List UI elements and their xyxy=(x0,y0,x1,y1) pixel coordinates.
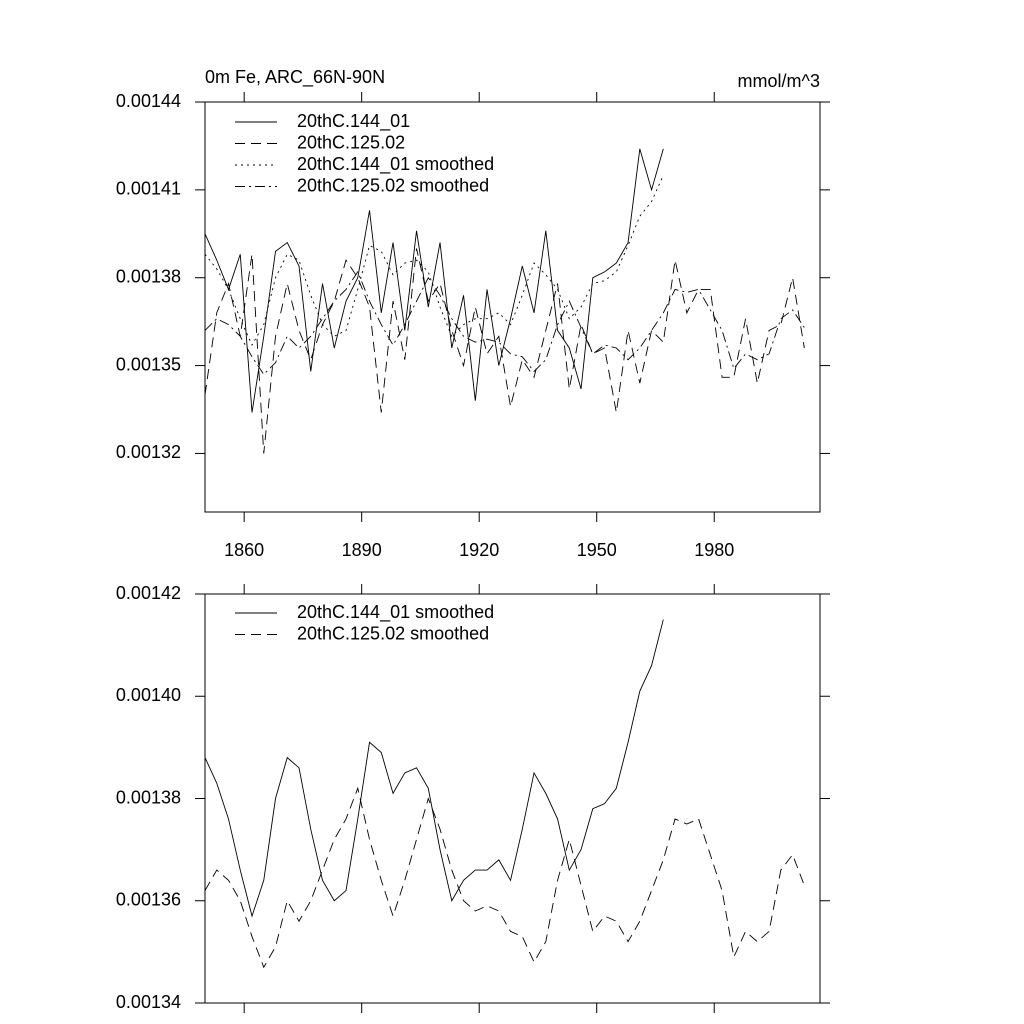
legend-label: 20thC.144_01 xyxy=(297,111,410,132)
legend-label: 20thC.144_01 smoothed xyxy=(297,154,494,175)
y-tick-label: 0.00138 xyxy=(116,266,181,286)
series-line xyxy=(204,619,664,918)
y-tick-label: 0.00132 xyxy=(116,442,181,462)
x-tick-label: 1860 xyxy=(224,540,264,560)
y-tick-label: 0.00136 xyxy=(116,890,181,910)
series-line xyxy=(204,148,664,413)
y-tick-label: 0.00142 xyxy=(116,583,181,603)
x-tick-label: 1950 xyxy=(577,540,617,560)
x-tick-label: 1980 xyxy=(694,540,734,560)
y-tick-label: 0.00140 xyxy=(116,685,181,705)
legend-label: 20thC.125.02 smoothed xyxy=(297,175,489,195)
plot-frame xyxy=(204,101,821,513)
legend-label: 20thC.144_01 smoothed xyxy=(297,602,494,623)
y-tick-label: 0.00134 xyxy=(116,992,181,1012)
y-tick-label: 0.00144 xyxy=(116,91,181,111)
plot-frame xyxy=(204,593,821,1004)
series-line xyxy=(204,175,664,347)
series-line xyxy=(204,786,805,969)
y-tick-label: 0.00141 xyxy=(116,179,181,199)
x-tick-label: 1890 xyxy=(342,540,382,560)
y-tick-label: 0.00135 xyxy=(116,354,181,374)
chart-title: 0m Fe, ARC_66N-90N xyxy=(205,67,385,88)
x-tick-label: 1920 xyxy=(459,540,499,560)
series-line xyxy=(204,270,805,376)
units-label: mmol/m^3 xyxy=(738,71,820,91)
legend-label: 20thC.125.02 xyxy=(297,132,405,152)
series-line xyxy=(204,248,805,454)
y-tick-label: 0.00138 xyxy=(116,787,181,807)
legend-label: 20thC.125.02 smoothed xyxy=(297,623,489,643)
